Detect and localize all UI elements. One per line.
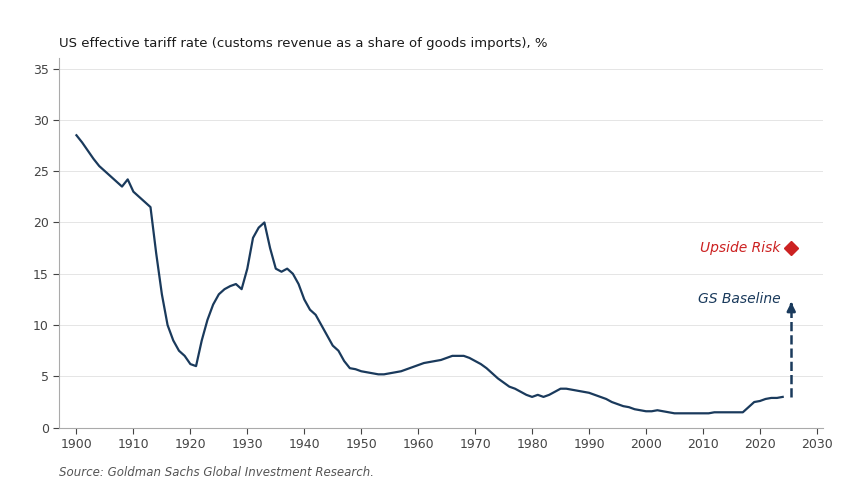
Text: Upside Risk: Upside Risk	[700, 241, 789, 255]
Text: US effective tariff rate (customs revenue as a share of goods imports), %: US effective tariff rate (customs revenu…	[59, 37, 548, 50]
Text: Source: Goldman Sachs Global Investment Research.: Source: Goldman Sachs Global Investment …	[59, 466, 374, 479]
Text: GS Baseline: GS Baseline	[698, 293, 789, 307]
